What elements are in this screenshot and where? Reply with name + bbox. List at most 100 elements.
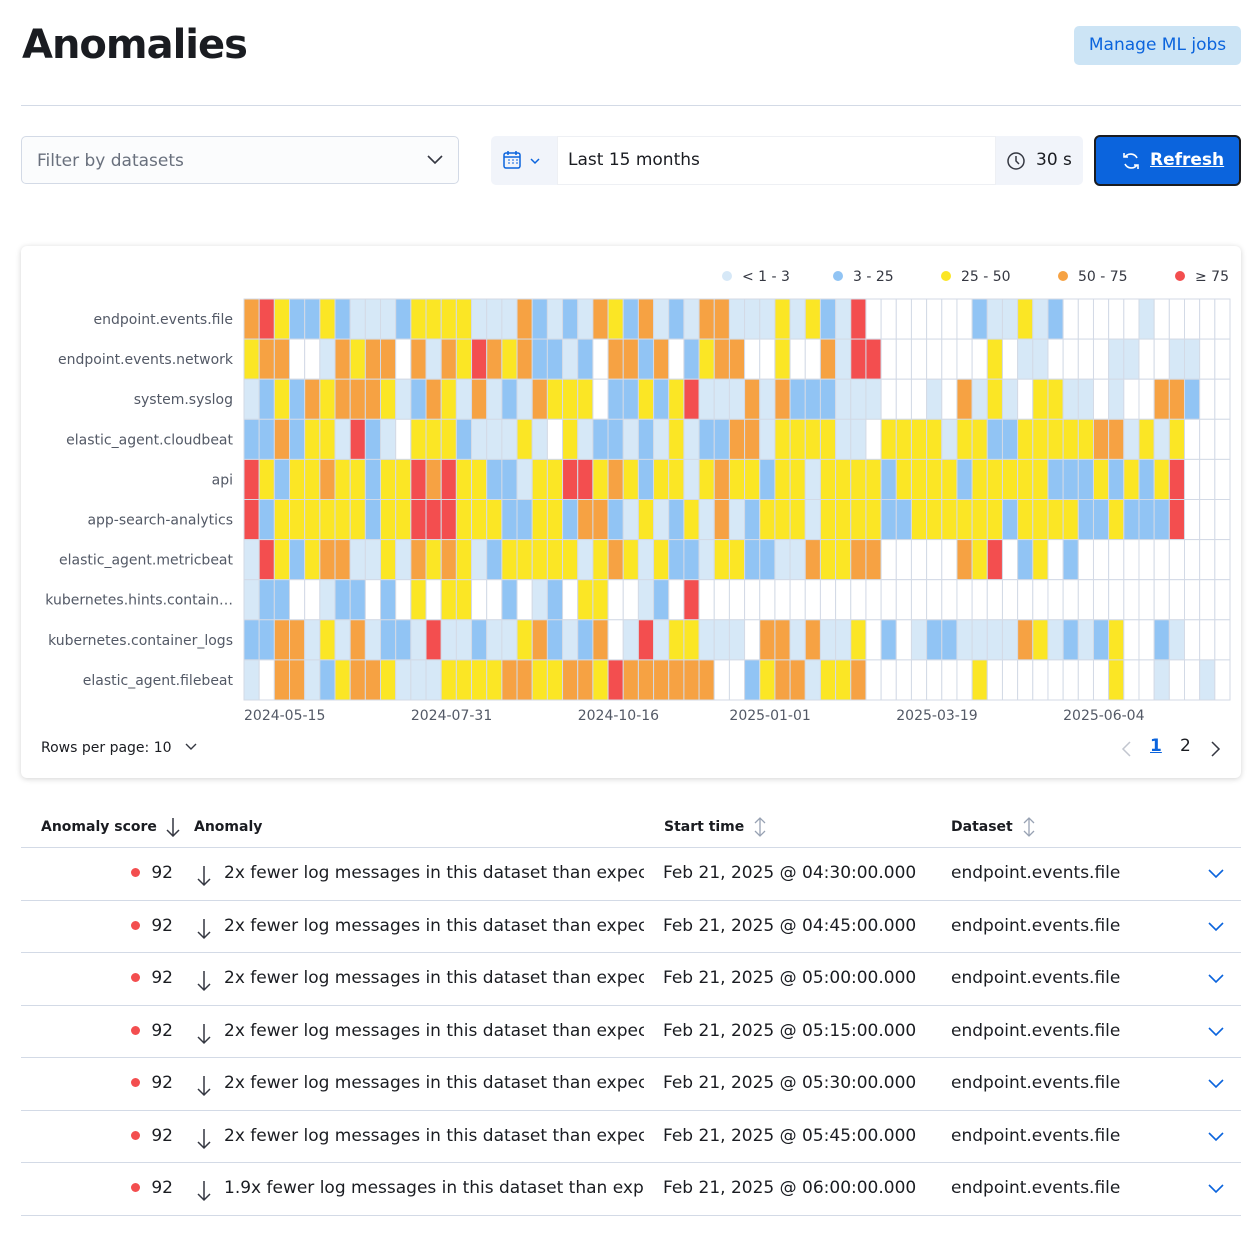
- rows-per-page[interactable]: Rows per page: 10: [41, 736, 198, 760]
- severity-dot: [131, 1025, 140, 1035]
- heatmap-cell: [501, 499, 518, 541]
- heatmap-cell: [516, 418, 533, 460]
- page-title: Anomalies: [22, 22, 248, 68]
- heatmap-cell: [789, 659, 806, 701]
- heatmap-cell: [1123, 458, 1140, 500]
- heatmap-cell: [1047, 619, 1064, 661]
- manage-ml-jobs-button[interactable]: Manage ML jobs: [1074, 26, 1241, 65]
- heatmap-cell: [804, 499, 821, 541]
- heatmap-cell: [334, 579, 351, 621]
- heatmap-cell: [486, 539, 503, 581]
- heatmap-cell: [819, 458, 837, 500]
- column-header[interactable]: Dataset: [951, 812, 1037, 842]
- column-header[interactable]: Anomaly score: [41, 812, 181, 842]
- heatmap-cell: [835, 499, 852, 541]
- heatmap-cell: [986, 458, 1003, 500]
- x-tick-label: 2025-03-19: [896, 708, 977, 724]
- legend-label: < 1 - 3: [742, 269, 790, 285]
- expand-row[interactable]: [1207, 1026, 1225, 1038]
- heatmap-cell: [577, 619, 594, 661]
- prev-page[interactable]: [1120, 740, 1134, 758]
- heatmap-cell: [380, 458, 397, 500]
- heatmap-cell: [1001, 298, 1019, 340]
- expand-row[interactable]: [1207, 868, 1225, 880]
- anomaly-description: 2x fewer log messages in this dataset th…: [224, 915, 644, 936]
- heatmap-cell: [971, 418, 988, 460]
- heatmap-cell: [577, 418, 594, 460]
- heatmap-cell: [1062, 659, 1079, 701]
- heatmap-cell: [622, 499, 639, 541]
- heatmap-cell: [653, 499, 670, 541]
- heatmap-cell: [789, 298, 806, 340]
- legend-dot: [833, 271, 843, 281]
- heatmap-cell: [728, 458, 746, 500]
- calendar-icon[interactable]: [503, 151, 543, 171]
- direction-icon: [197, 918, 211, 939]
- heatmap-cell: [395, 418, 412, 460]
- heatmap-cell: [865, 619, 882, 661]
- dataset-filter[interactable]: Filter by datasets: [21, 136, 459, 184]
- expand-row[interactable]: [1207, 921, 1225, 933]
- heatmap-cell: [1017, 499, 1034, 541]
- legend-dot: [1175, 271, 1185, 281]
- heatmap-cell: [622, 579, 639, 621]
- heatmap-cell: [471, 619, 488, 661]
- anomaly-description: 1.9x fewer log messages in this dataset …: [224, 1178, 644, 1198]
- time-range[interactable]: Last 15 months: [557, 136, 996, 185]
- heatmap-cell: [971, 659, 988, 701]
- heatmap-cell: [819, 579, 837, 621]
- heatmap-cell: [956, 418, 973, 460]
- heatmap-cell: [455, 499, 473, 541]
- heatmap-cell: [273, 338, 291, 380]
- heatmap-cell: [910, 579, 928, 621]
- heatmap-cell: [273, 458, 291, 500]
- expand-row[interactable]: [1207, 1183, 1225, 1195]
- column-header-label: Anomaly score: [41, 819, 157, 835]
- heatmap-cell: [486, 499, 503, 541]
- heatmap-cell: [865, 378, 882, 420]
- heatmap-cell: [1183, 338, 1201, 380]
- expand-row[interactable]: [1207, 1131, 1225, 1143]
- heatmap-cell: [653, 418, 670, 460]
- heatmap-cell: [380, 418, 397, 460]
- heatmap-cell: [653, 378, 670, 420]
- heatmap-cell: [425, 659, 442, 701]
- column-header[interactable]: Start time: [664, 812, 768, 842]
- page-link[interactable]: 2: [1180, 736, 1191, 756]
- heatmap-cell: [713, 659, 730, 701]
- heatmap-cell: [1062, 579, 1079, 621]
- refresh-interval[interactable]: 30 s: [1036, 150, 1072, 170]
- heatmap-cell: [1138, 659, 1155, 701]
- heatmap-cell: [759, 579, 776, 621]
- heatmap-cell: [926, 378, 943, 420]
- heatmap-cell: [1168, 619, 1185, 661]
- x-tick-label: 2024-05-15: [244, 708, 325, 724]
- heatmap-cell: [425, 298, 442, 340]
- heatmap-cell: [971, 539, 988, 581]
- heatmap-cell: [440, 458, 457, 500]
- heatmap-cell: [926, 458, 943, 500]
- heatmap-cell: [319, 499, 336, 541]
- heatmap-cell: [319, 338, 336, 380]
- dataset: endpoint.events.file: [951, 1178, 1121, 1198]
- heatmap-cell: [956, 378, 973, 420]
- heatmap-cell: [562, 499, 579, 541]
- heatmap-cell: [1032, 338, 1049, 380]
- heatmap-cell: [258, 298, 275, 340]
- page-link[interactable]: 1: [1150, 736, 1162, 756]
- heatmap-cell: [349, 619, 366, 661]
- heatmap-cell: [1123, 539, 1140, 581]
- heatmap-cell: [789, 378, 806, 420]
- heatmap-cell: [531, 338, 548, 380]
- legend-label: 25 - 50: [961, 269, 1011, 285]
- refresh-button[interactable]: Refresh: [1094, 135, 1241, 186]
- heatmap-cell: [334, 378, 351, 420]
- heatmap-cell: [895, 619, 912, 661]
- expand-row[interactable]: [1207, 973, 1225, 985]
- heatmap-cell: [926, 418, 943, 460]
- next-page[interactable]: [1208, 740, 1222, 758]
- heatmap-cell: [1017, 458, 1034, 500]
- heatmap-cell: [425, 378, 442, 420]
- expand-row[interactable]: [1207, 1078, 1225, 1090]
- heatmap-cell: [1077, 378, 1094, 420]
